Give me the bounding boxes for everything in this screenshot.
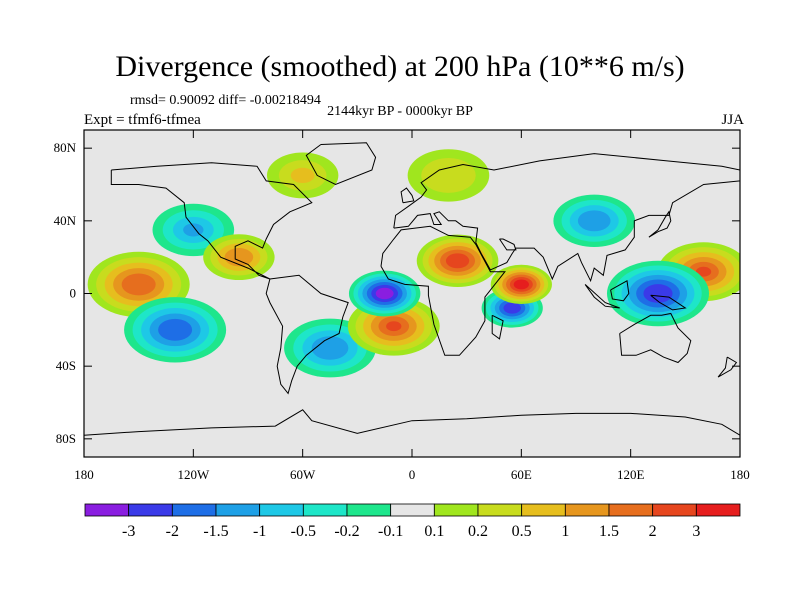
x-tick-label: 180	[74, 467, 94, 482]
rmsd-diff-stats: rmsd= 0.90092 diff= -0.00218494	[130, 93, 321, 108]
divergence-field-layer	[87, 149, 740, 378]
field-anomaly	[416, 234, 499, 287]
colorbar-swatch	[695, 503, 741, 517]
colorbar-swatch	[477, 503, 523, 517]
colorbar-label: -1	[253, 523, 266, 540]
time-period-label: 2144kyr BP - 0000kyr BP	[327, 104, 473, 119]
field-contour-band	[695, 266, 712, 277]
field-anomaly	[203, 234, 275, 281]
coastline-layer	[84, 142, 740, 436]
colorbar-swatch	[608, 503, 654, 517]
coastline-antarctica	[84, 409, 740, 436]
colorbar-label: -0.2	[334, 523, 359, 540]
colorbar-swatch	[346, 503, 392, 517]
field-contour-band	[586, 215, 603, 227]
field-contour-band	[507, 305, 517, 311]
field-contour-band	[386, 321, 402, 332]
latitude-axis: 80N 40N 0 40S 80S	[54, 140, 740, 446]
colorbar-swatch	[84, 503, 130, 517]
y-tick-label: 80S	[56, 431, 76, 446]
coastline-new-guinea	[650, 294, 687, 311]
coastline-japan	[648, 210, 672, 238]
coastline-sumatra-java	[584, 284, 620, 309]
field-anomaly	[606, 260, 710, 327]
x-tick-label: 60E	[511, 467, 532, 482]
coastline-south-america	[265, 274, 349, 395]
colorbar-label: 0.5	[512, 523, 532, 540]
field-contour-band	[130, 278, 148, 290]
colorbar-swatch	[259, 503, 304, 517]
x-tick-label: 120E	[617, 467, 645, 482]
coastline-indonesia-borneo	[610, 280, 630, 302]
colorbar-swatch	[521, 503, 566, 517]
field-contour-band	[517, 281, 526, 287]
season-label: JJA	[721, 112, 744, 128]
y-tick-label: 40S	[56, 358, 76, 373]
colorbar-label: -3	[122, 523, 135, 540]
field-anomaly	[87, 251, 190, 318]
colorbar-swatch	[128, 503, 173, 517]
colorbar: -3 -2 -1.5 -1 -0.5 -0.2 -0.1 0.1 0.2 0.5 1 1.5 2 3	[84, 503, 741, 540]
coastline-arabia-gulf	[499, 238, 517, 251]
colorbar-label: 0.2	[468, 523, 488, 540]
field-contour-band	[451, 257, 464, 265]
colorbar-label: -2	[166, 523, 179, 540]
field-contour-band	[166, 324, 184, 336]
y-tick-label: 80N	[54, 140, 77, 155]
coastline-africa	[380, 225, 506, 356]
colorbar-label: -0.5	[291, 523, 316, 540]
coastline-australia	[619, 312, 692, 364]
coastline-uk	[400, 187, 415, 204]
colorbar-label: -1.5	[203, 523, 228, 540]
coastline-greenland	[305, 142, 377, 186]
chart-title: Divergence (smoothed) at 200 hPa (10**6 …	[115, 50, 685, 83]
colorbar-swatch	[564, 503, 610, 517]
coastline-north-america	[110, 162, 313, 280]
x-tick-label: 0	[409, 467, 416, 482]
experiment-label: Expt = tfmf6-tfmea	[84, 112, 201, 128]
x-tick-label: 180	[730, 467, 750, 482]
x-tick-label: 60W	[290, 467, 316, 482]
colorbar-label: 1.5	[599, 523, 619, 540]
field-anomaly	[124, 297, 227, 363]
colorbar-label: -0.1	[378, 523, 403, 540]
field-contour-band	[380, 290, 390, 297]
field-anomaly	[348, 270, 421, 317]
field-anomaly	[407, 149, 490, 202]
colorbar-label: 2	[649, 523, 657, 540]
colorbar-swatch	[302, 503, 348, 517]
longitude-axis: 180 120W 60W 0 60E 120E 180	[74, 130, 750, 482]
coastline-madagascar	[491, 314, 504, 340]
colorbar-swatch	[390, 503, 435, 517]
field-anomaly	[553, 194, 636, 247]
field-anomaly	[490, 264, 552, 305]
y-tick-label: 0	[70, 286, 77, 301]
field-anomaly	[266, 152, 339, 199]
field-contour-band	[320, 342, 340, 354]
colorbar-swatch	[652, 503, 697, 517]
coastline-new-zealand	[717, 356, 738, 378]
coastline-europe-asia	[393, 153, 740, 283]
y-tick-label: 40N	[54, 213, 77, 228]
colorbar-label: 1	[561, 523, 569, 540]
x-tick-label: 120W	[177, 467, 210, 482]
colorbar-label: 0.1	[424, 523, 444, 540]
field-contour-band	[434, 166, 463, 185]
colorbar-swatch	[215, 503, 261, 517]
colorbar-swatch	[433, 503, 479, 517]
colorbar-swatch	[171, 503, 217, 517]
field-contour-band	[290, 167, 315, 184]
colorbar-label: 3	[692, 523, 700, 540]
